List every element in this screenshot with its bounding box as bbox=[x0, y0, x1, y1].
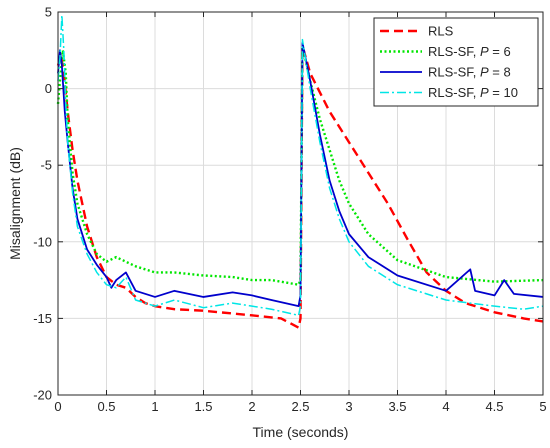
y-axis-label: Misalignment (dB) bbox=[7, 147, 23, 260]
legend-label-part: P bbox=[480, 85, 489, 100]
series-line-4 bbox=[57, 14, 544, 317]
x-tick-label: 3 bbox=[345, 399, 352, 414]
legend-label: RLS-SF, P = 6 bbox=[428, 44, 511, 59]
y-tick-label: -10 bbox=[33, 234, 52, 249]
legend-label: RLS bbox=[428, 24, 454, 39]
y-tick-label: -5 bbox=[40, 158, 52, 173]
x-tick-label: 0 bbox=[54, 399, 61, 414]
x-tick-label: 4 bbox=[442, 399, 449, 414]
x-tick-label: 2 bbox=[248, 399, 255, 414]
legend-label-part: = 6 bbox=[489, 44, 511, 59]
x-tick-label: 5 bbox=[539, 399, 546, 414]
y-tick-label: 0 bbox=[45, 81, 52, 96]
series-lines bbox=[56, 14, 544, 329]
legend-label-part: RLS-SF, bbox=[428, 85, 480, 100]
legend-label-part: RLS-SF, bbox=[428, 65, 480, 80]
y-tick-label: -20 bbox=[33, 388, 52, 403]
legend-label-part: RLS-SF, bbox=[428, 44, 480, 59]
x-tick-label: 0.5 bbox=[97, 399, 115, 414]
legend-label: RLS-SF, P = 8 bbox=[428, 65, 511, 80]
y-tick-label: -15 bbox=[33, 311, 52, 326]
legend-label-part: = 10 bbox=[489, 85, 518, 100]
y-tick-label: 5 bbox=[45, 5, 52, 20]
x-tick-label: 2.5 bbox=[291, 399, 309, 414]
legend-label-part: P bbox=[480, 44, 489, 59]
x-tick-label: 3.5 bbox=[388, 399, 406, 414]
legend-label-part: RLS bbox=[428, 24, 454, 39]
x-tick-label: 4.5 bbox=[485, 399, 503, 414]
x-tick-label: 1 bbox=[151, 399, 158, 414]
legend-label-part: = 8 bbox=[489, 65, 511, 80]
legend-label: RLS-SF, P = 10 bbox=[428, 85, 518, 100]
series-line-1 bbox=[56, 44, 544, 329]
series-line-3 bbox=[57, 41, 544, 308]
legend-box bbox=[373, 17, 539, 107]
legend-label-part: P bbox=[480, 65, 489, 80]
axis-ticks: 0 0.5 1 1.5 2 2.5 3 3.5 4 4.5 5 -20 -15 -10 -5 0 5 bbox=[33, 5, 546, 415]
x-axis-label: Time (seconds) bbox=[253, 424, 349, 440]
x-tick-label: 1.5 bbox=[194, 399, 212, 414]
